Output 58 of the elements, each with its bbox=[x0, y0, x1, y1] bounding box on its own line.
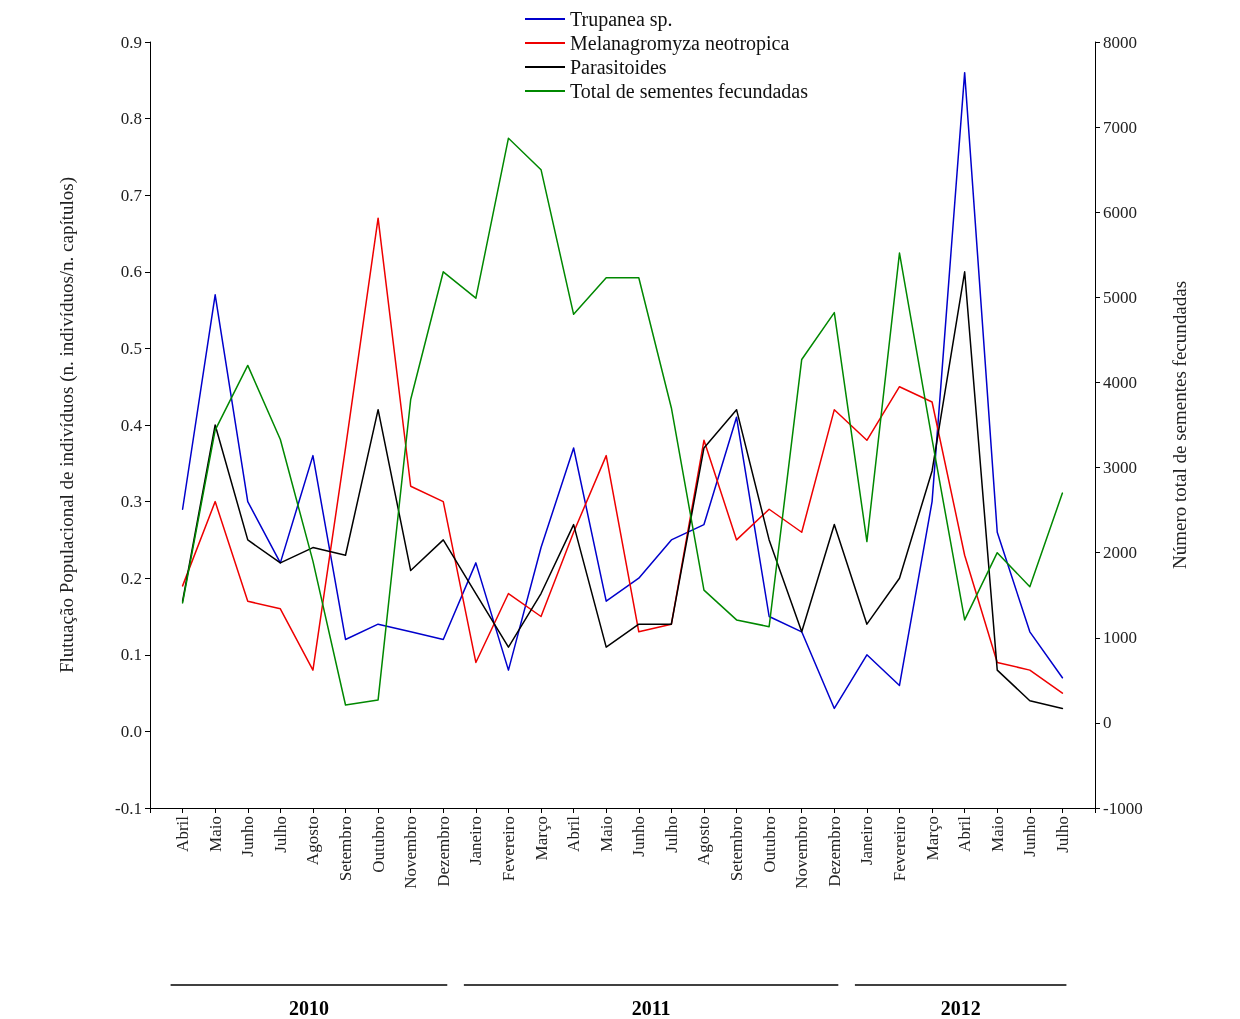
x-tick-label: Abril bbox=[173, 815, 193, 852]
x-tick-label: Julho bbox=[1052, 816, 1072, 853]
legend-label: Trupanea sp. bbox=[570, 8, 673, 31]
y2-tick-label: 1000 bbox=[1103, 628, 1137, 648]
x-tick-label: Fevereiro bbox=[498, 816, 518, 882]
y-tick-label: 0.7 bbox=[120, 185, 143, 205]
y-tick-label: 0.1 bbox=[120, 645, 142, 665]
x-tick-label: Julho bbox=[661, 816, 681, 853]
x-tick-label: Fevereiro bbox=[889, 816, 909, 882]
y2-tick-label: 5000 bbox=[1103, 287, 1137, 307]
y2-tick-label: 2000 bbox=[1103, 543, 1137, 563]
x-tick-label: Agosto bbox=[303, 816, 323, 866]
y2-axis-title: Número total de sementes fecundadas bbox=[1168, 280, 1190, 570]
x-tick-label: Março bbox=[922, 816, 942, 861]
legend-label: Parasitoides bbox=[570, 56, 667, 78]
text: 2012 bbox=[940, 997, 981, 1019]
x-tick-label: Outubro bbox=[368, 816, 388, 873]
x-tick-label: Janeiro bbox=[857, 816, 877, 866]
legend-label: Total de sementes fecundadas bbox=[570, 80, 809, 102]
x-tick-label: Dezembro bbox=[433, 816, 453, 887]
x-tick-label: Junho bbox=[629, 816, 649, 857]
legend-label: Melanagromyza neotropica bbox=[570, 32, 790, 55]
y-tick-label: 0.2 bbox=[120, 568, 142, 588]
x-tick-label: Abril bbox=[564, 815, 584, 852]
x-tick-label: Janeiro bbox=[466, 816, 486, 866]
x-tick-label: Março bbox=[531, 816, 551, 861]
y-tick-label: 0.0 bbox=[120, 721, 142, 741]
x-tick-label: Julho bbox=[270, 816, 290, 853]
y2-tick-label: -1000 bbox=[1103, 798, 1143, 818]
x-tick-label: Maio bbox=[987, 816, 1007, 852]
y2-tick-label: 7000 bbox=[1103, 117, 1137, 137]
y-tick-label: -0.1 bbox=[115, 798, 142, 818]
x-tick-label: Novembro bbox=[401, 816, 421, 889]
y2-tick-label: 8000 bbox=[1103, 32, 1137, 52]
y-tick-label: 0.9 bbox=[120, 32, 142, 52]
x-tick-label: Outubro bbox=[759, 816, 779, 873]
y-axis-title: Flutuação Populacional de indivíduos (n. indivíduos/n. capítulos) bbox=[55, 176, 78, 674]
y-tick-label: 0.6 bbox=[120, 262, 142, 282]
y2-tick-label: 3000 bbox=[1103, 458, 1137, 478]
y2-tick-label: 4000 bbox=[1103, 372, 1137, 392]
x-tick-label: Abril bbox=[955, 815, 975, 852]
y-tick-label: 0.8 bbox=[120, 109, 142, 129]
x-tick-label: Junho bbox=[238, 816, 258, 857]
y2-tick-label: 6000 bbox=[1103, 202, 1137, 222]
x-tick-label: Setembro bbox=[336, 816, 356, 882]
y2-tick-label: 0 bbox=[1103, 713, 1112, 733]
y-tick-label: 0.4 bbox=[120, 415, 143, 435]
y-tick-label: 0.5 bbox=[120, 338, 142, 358]
x-tick-label: Junho bbox=[1020, 816, 1040, 857]
x-tick-label: Maio bbox=[205, 816, 225, 852]
x-tick-label: Setembro bbox=[727, 816, 747, 882]
text: 2010 bbox=[288, 997, 329, 1019]
x-tick-label: Maio bbox=[596, 816, 616, 852]
x-tick-label: Agosto bbox=[694, 816, 714, 866]
text: 2011 bbox=[631, 997, 671, 1019]
x-tick-label: Dezembro bbox=[824, 816, 844, 887]
x-tick-label: Novembro bbox=[792, 816, 812, 889]
y-tick-label: 0.3 bbox=[120, 492, 142, 512]
